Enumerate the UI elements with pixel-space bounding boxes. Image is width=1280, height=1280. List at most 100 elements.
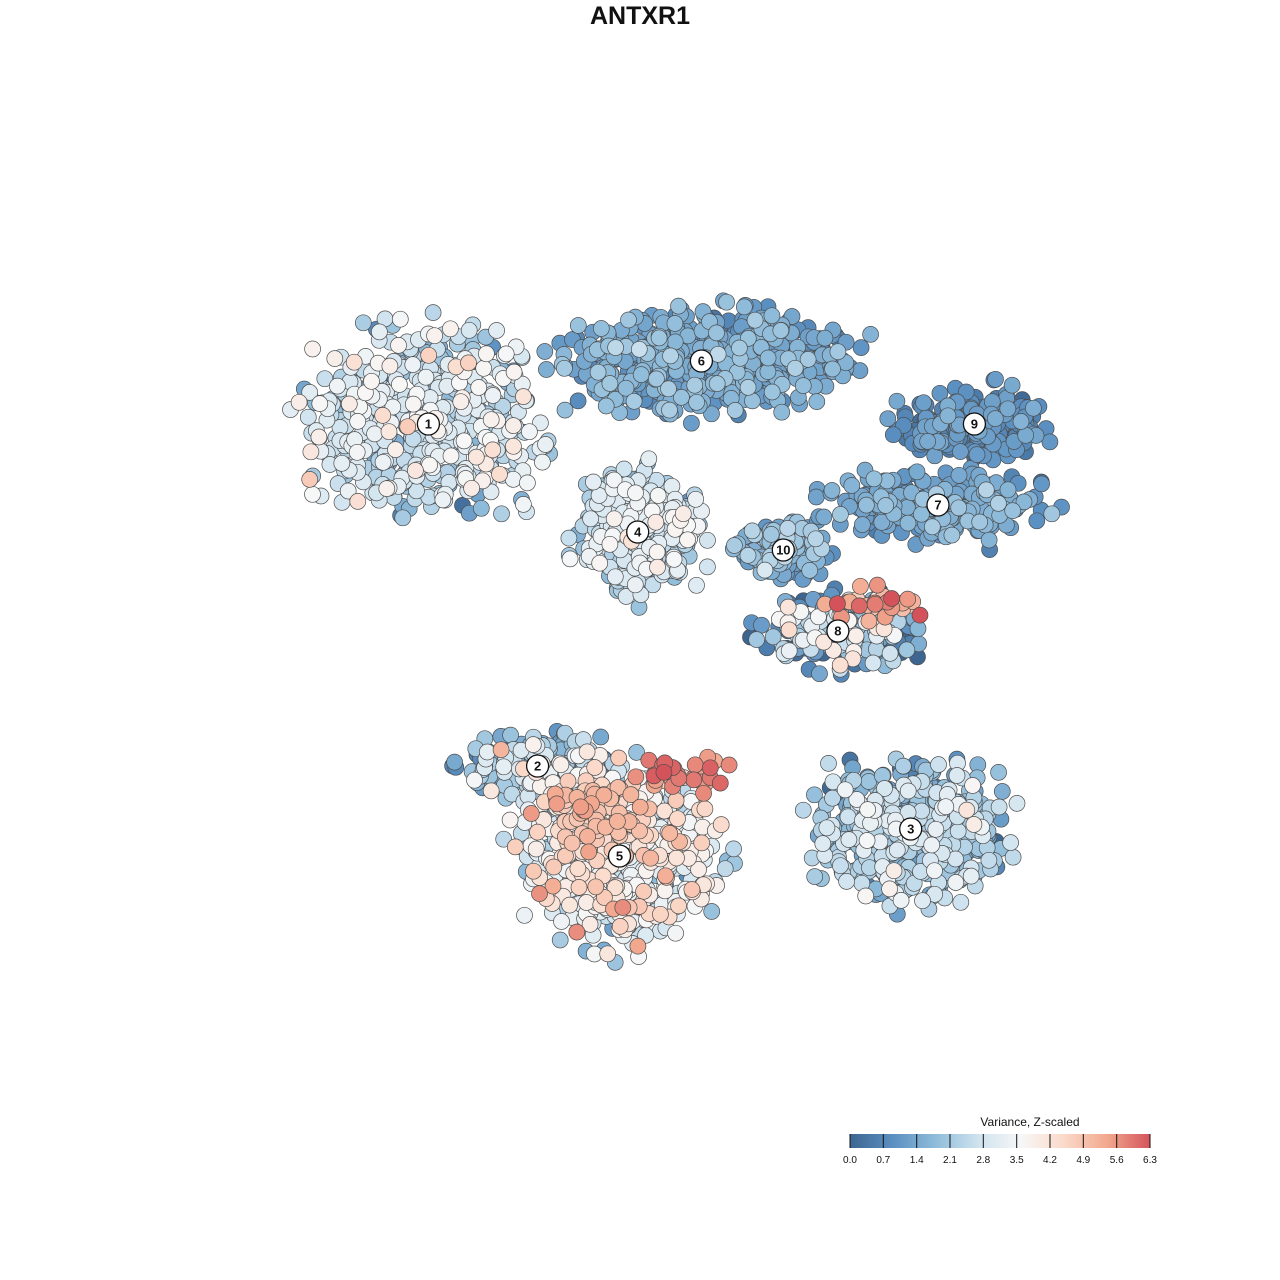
data-point — [864, 654, 882, 672]
data-point — [832, 857, 849, 875]
data-point — [521, 423, 538, 441]
data-point — [478, 345, 495, 363]
data-point — [316, 370, 334, 388]
data-point — [601, 375, 619, 392]
data-point — [649, 487, 667, 504]
data-point — [838, 873, 855, 890]
data-point — [304, 340, 321, 358]
data-point — [1041, 433, 1059, 451]
cluster-label-marker — [962, 412, 987, 436]
data-point — [943, 526, 961, 544]
data-point — [455, 432, 473, 450]
data-point — [888, 392, 906, 410]
legend-title: Variance, Z-scaled — [980, 1115, 1079, 1129]
data-point — [648, 543, 666, 561]
data-point — [404, 356, 422, 373]
cluster-label-9: 9 — [962, 412, 987, 436]
data-point — [657, 867, 674, 885]
data-point — [801, 562, 819, 579]
data-point — [625, 392, 643, 410]
data-point — [378, 480, 396, 497]
data-point — [859, 801, 877, 818]
cluster-label-4: 4 — [626, 520, 650, 544]
data-point — [536, 343, 554, 360]
data-point — [460, 321, 478, 339]
data-point — [840, 831, 858, 848]
data-point — [930, 756, 947, 773]
data-point — [569, 317, 587, 334]
data-point — [366, 425, 383, 443]
data-point — [683, 414, 700, 432]
data-point — [527, 840, 545, 858]
data-point — [568, 923, 586, 941]
data-point — [1002, 834, 1019, 851]
data-point — [478, 743, 496, 761]
data-point — [862, 326, 879, 343]
data-point — [779, 520, 797, 537]
data-point — [532, 414, 549, 432]
data-point — [794, 801, 812, 819]
data-point — [923, 518, 941, 536]
data-point — [923, 836, 941, 854]
data-point — [839, 808, 857, 826]
data-point — [538, 361, 555, 378]
data-point — [779, 598, 797, 616]
data-point — [881, 645, 899, 662]
data-point — [601, 535, 619, 553]
data-point — [824, 773, 842, 791]
data-point — [597, 397, 615, 415]
data-point — [899, 590, 917, 608]
cluster-label-5: 5 — [607, 844, 632, 868]
data-point — [763, 383, 781, 401]
data-point — [829, 595, 846, 613]
data-point — [1043, 505, 1061, 523]
legend-tick-label: 0.7 — [876, 1155, 890, 1166]
data-point — [857, 887, 875, 905]
data-point — [329, 377, 346, 395]
data-point — [442, 447, 460, 465]
legend-tick-label: 6.3 — [1143, 1155, 1157, 1166]
data-point — [786, 359, 804, 377]
data-point — [824, 789, 841, 807]
data-point — [990, 798, 1008, 816]
data-point — [311, 395, 329, 412]
data-point — [505, 417, 522, 434]
data-point — [662, 347, 679, 365]
data-point — [581, 916, 599, 933]
data-point — [952, 443, 969, 460]
data-point — [599, 945, 617, 963]
data-point — [799, 351, 817, 368]
data-point — [522, 805, 540, 822]
cluster-label-text: 9 — [971, 417, 978, 432]
data-point — [688, 393, 705, 411]
data-point — [679, 531, 696, 549]
points-layer — [282, 292, 1070, 971]
data-point — [631, 822, 648, 840]
data-point — [807, 488, 825, 506]
data-point — [649, 558, 666, 576]
data-point — [851, 362, 869, 379]
data-point — [876, 780, 893, 797]
data-point — [591, 554, 609, 572]
data-point — [1012, 413, 1030, 430]
data-point — [1004, 848, 1022, 866]
data-point — [495, 758, 513, 776]
data-point — [628, 744, 645, 761]
legend-tick-label: 2.1 — [943, 1155, 957, 1166]
data-point — [417, 368, 435, 386]
data-point — [586, 759, 604, 776]
data-point — [407, 462, 424, 479]
data-point — [482, 411, 500, 429]
cluster-label-text: 2 — [534, 759, 541, 774]
data-point — [592, 320, 610, 337]
data-point — [491, 465, 508, 483]
data-point — [515, 388, 532, 405]
data-point — [670, 897, 687, 915]
data-point — [748, 631, 765, 648]
data-point — [894, 757, 912, 775]
data-point — [371, 323, 388, 341]
data-point — [848, 791, 866, 808]
legend-tick-label: 3.5 — [1010, 1155, 1024, 1166]
data-point — [1004, 502, 1022, 520]
data-point — [290, 393, 308, 411]
